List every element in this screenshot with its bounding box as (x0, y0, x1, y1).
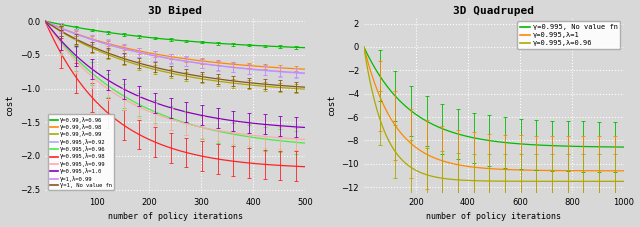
Legend: γ=0.99,λ=0.96, γ=0.99,λ=0.98, γ=0.99,λ=0.99, γ=0.995,λ=0.92, γ=0.995,λ=0.96, γ=0: γ=0.99,λ=0.96, γ=0.99,λ=0.98, γ=0.99,λ=0… (48, 114, 115, 190)
Title: 3D Biped: 3D Biped (148, 5, 202, 16)
Legend: γ=0.995, No value fn, γ=0.995,λ=1, γ=0.995,λ=0.96: γ=0.995, No value fn, γ=0.995,λ=1, γ=0.9… (517, 21, 620, 49)
Title: 3D Quadruped: 3D Quadruped (453, 6, 534, 16)
Y-axis label: cost: cost (6, 95, 15, 116)
Y-axis label: cost: cost (327, 95, 336, 116)
X-axis label: number of policy iterations: number of policy iterations (426, 212, 561, 222)
X-axis label: number of policy iterations: number of policy iterations (108, 212, 243, 222)
